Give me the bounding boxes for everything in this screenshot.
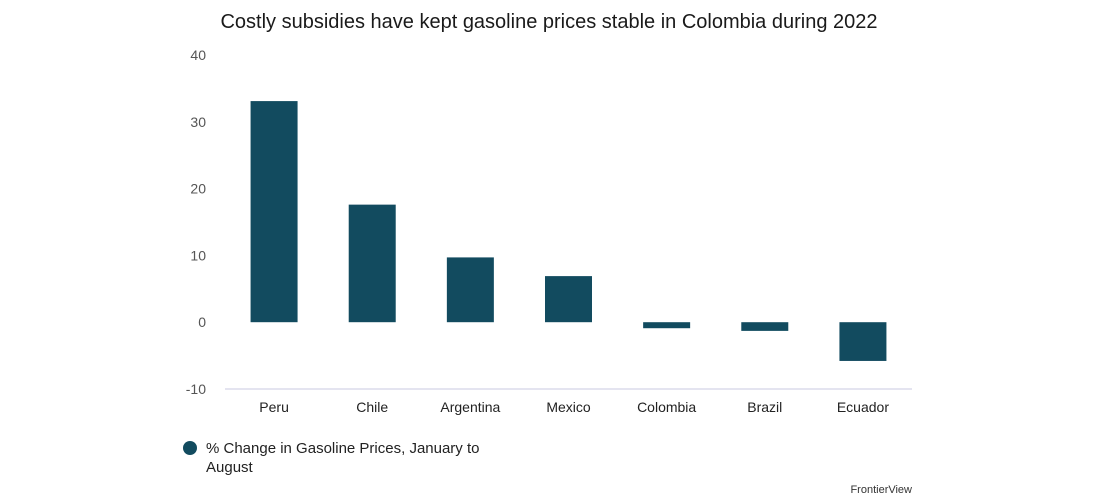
- bar-brazil: [741, 322, 789, 331]
- bar-ecuador: [839, 322, 887, 361]
- x-axis: Peru Chile Argentina Mexico Colombia Brazil Ec…: [259, 399, 889, 415]
- bar-chile: [348, 204, 396, 323]
- y-tick-label: 30: [190, 114, 206, 130]
- x-tick-label: Colombia: [637, 399, 696, 415]
- y-tick-label: 20: [190, 181, 206, 197]
- y-tick-label: 40: [190, 47, 206, 63]
- source-label: FrontierView: [850, 484, 912, 496]
- x-tick-label: Chile: [356, 399, 388, 415]
- y-axis: -10 0 10 20 30 40: [186, 47, 206, 397]
- chart-title: Costly subsidies have kept gasoline pric…: [220, 11, 877, 33]
- bar-mexico: [545, 276, 592, 323]
- x-tick-label: Mexico: [546, 399, 591, 415]
- x-tick-label: Peru: [259, 399, 289, 415]
- legend-marker: [183, 441, 197, 455]
- x-tick-label: Ecuador: [837, 399, 889, 415]
- y-tick-label: -10: [186, 381, 206, 397]
- bar-colombia: [643, 322, 691, 329]
- x-tick-label: Brazil: [747, 399, 782, 415]
- legend-label-line1: % Change in Gasoline Prices, January to: [206, 440, 479, 457]
- legend-label-line2: August: [206, 459, 254, 476]
- bar-argentina: [446, 257, 494, 323]
- bar-peru: [250, 101, 298, 323]
- y-tick-label: 10: [190, 247, 206, 263]
- bars: [250, 101, 887, 361]
- y-tick-label: 0: [198, 314, 206, 330]
- x-tick-label: Argentina: [440, 399, 500, 415]
